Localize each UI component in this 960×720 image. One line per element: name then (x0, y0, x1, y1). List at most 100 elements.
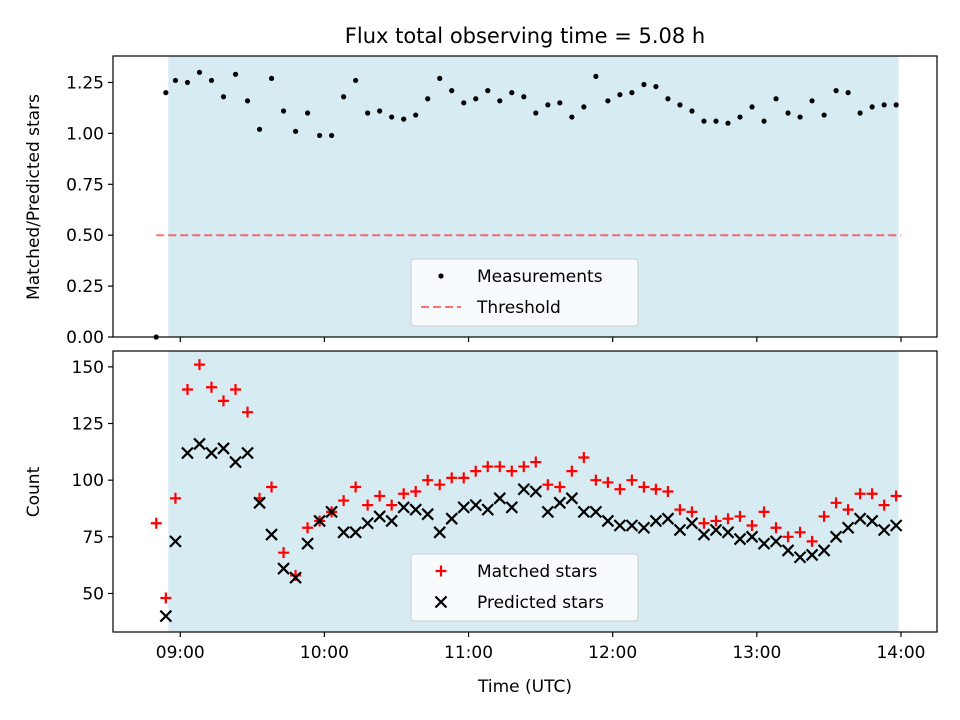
bottom-y-axis-label: Count (24, 466, 44, 517)
predicted-star-point (577, 505, 591, 519)
measurement-point (785, 110, 791, 116)
predicted-star-point (517, 482, 531, 496)
measurement-point (220, 94, 227, 100)
matched-star-point (181, 384, 193, 396)
matched-star-point (830, 497, 842, 509)
matched-star-point (818, 510, 830, 522)
matched-star-point (482, 461, 494, 473)
predicted-star-point (649, 514, 663, 528)
predicted-star-point (745, 530, 759, 544)
measurement-point (545, 102, 551, 108)
measurement-point (761, 118, 767, 124)
matched-star-point (770, 522, 782, 534)
measurement-point (701, 118, 707, 124)
matched-star-point (470, 465, 482, 477)
predicted-star-point (817, 544, 831, 557)
measurement-point (533, 110, 539, 116)
y-tick-label: 0.50 (66, 226, 104, 246)
matched-star-point (458, 472, 470, 484)
measurement-point (869, 104, 875, 110)
matched-star-point (169, 492, 181, 504)
matched-star-point (566, 465, 578, 477)
measurement-point (857, 110, 863, 116)
measurement-point (713, 118, 719, 124)
measurement-point (232, 71, 239, 77)
matched-star-point (554, 481, 566, 493)
legend-label: Measurements (477, 267, 603, 287)
x-tick-label: 11:00 (444, 643, 493, 663)
predicted-star-point (493, 492, 507, 505)
predicted-star-point (781, 544, 795, 557)
matched-star-point (878, 499, 890, 511)
matched-star-point (494, 461, 506, 473)
predicted-star-point (889, 519, 903, 532)
matched-star-point (854, 488, 866, 500)
predicted-star-point (505, 501, 519, 514)
predicted-star-point (181, 446, 194, 460)
measurement-point (163, 90, 169, 96)
measurement-point (881, 102, 887, 108)
predicted-star-point (205, 446, 218, 460)
x-tick-label: 10:00 (300, 643, 349, 663)
matched-star-point (722, 513, 734, 525)
predicted-star-point (721, 526, 735, 539)
matched-star-point (266, 481, 278, 493)
measurement-point (401, 116, 407, 122)
x-tick-label: 13:00 (732, 643, 781, 663)
matched-star-point (160, 592, 172, 604)
measurement-point (557, 100, 563, 106)
measurement-point (196, 69, 203, 75)
predicted-star-point (373, 510, 386, 523)
matched-star-point (866, 488, 878, 500)
measurement-point (845, 90, 851, 96)
matched-star-point (386, 499, 398, 511)
measurement-point (413, 112, 419, 118)
measurement-point (809, 98, 815, 104)
measurement-point (797, 114, 803, 120)
predicted-star-point (313, 514, 326, 528)
measurement-point (377, 108, 383, 114)
matched-star-point (782, 531, 794, 543)
top-y-axis-label: Matched/Predicted stars (24, 94, 44, 300)
predicted-star-point (757, 537, 771, 550)
predicted-star-point (829, 530, 843, 544)
measurement-point (365, 110, 371, 116)
matched-star-point (446, 472, 458, 484)
matched-star-point (638, 481, 650, 493)
matched-star-point (542, 479, 554, 491)
predicted-star-point (481, 503, 495, 516)
axes-frame (112, 55, 938, 338)
measurement-point (653, 83, 659, 90)
matched-star-point (422, 474, 434, 486)
legend: Measurements Threshold (410, 258, 639, 327)
measurement-point (172, 77, 179, 84)
matched-star-point (686, 506, 698, 518)
predicted-star-point (289, 571, 302, 584)
predicted-star-point (409, 503, 422, 516)
matched-star-point (374, 490, 386, 502)
x-tick-label: 09:00 (156, 643, 205, 663)
bottom-panel-counts: 50 75 100 125 150 09:00 10:00 11:00 12:00 13:00 14… (72, 350, 938, 663)
measurement-point (617, 92, 623, 98)
predicted-star-point (685, 516, 699, 530)
matched-star-point (398, 488, 410, 500)
measurement-point (521, 94, 527, 100)
measurement-point (665, 96, 671, 102)
measurement-point (329, 132, 335, 139)
matched-star-point (626, 474, 638, 486)
axes-frame (112, 350, 938, 633)
predicted-star-point (865, 514, 879, 528)
predicted-star-point (553, 496, 567, 510)
predicted-star-point (733, 532, 747, 546)
measurement-point (317, 132, 323, 139)
predicted-star-point (601, 514, 615, 528)
measurement-point (677, 102, 683, 108)
measurement-point (485, 88, 491, 94)
predicted-star-point (229, 455, 242, 469)
y-tick-label: 50 (82, 584, 104, 604)
measurement-point (256, 126, 263, 132)
matched-star-point (518, 461, 530, 473)
matched-star-point (278, 547, 290, 559)
matched-star-point (614, 483, 626, 495)
